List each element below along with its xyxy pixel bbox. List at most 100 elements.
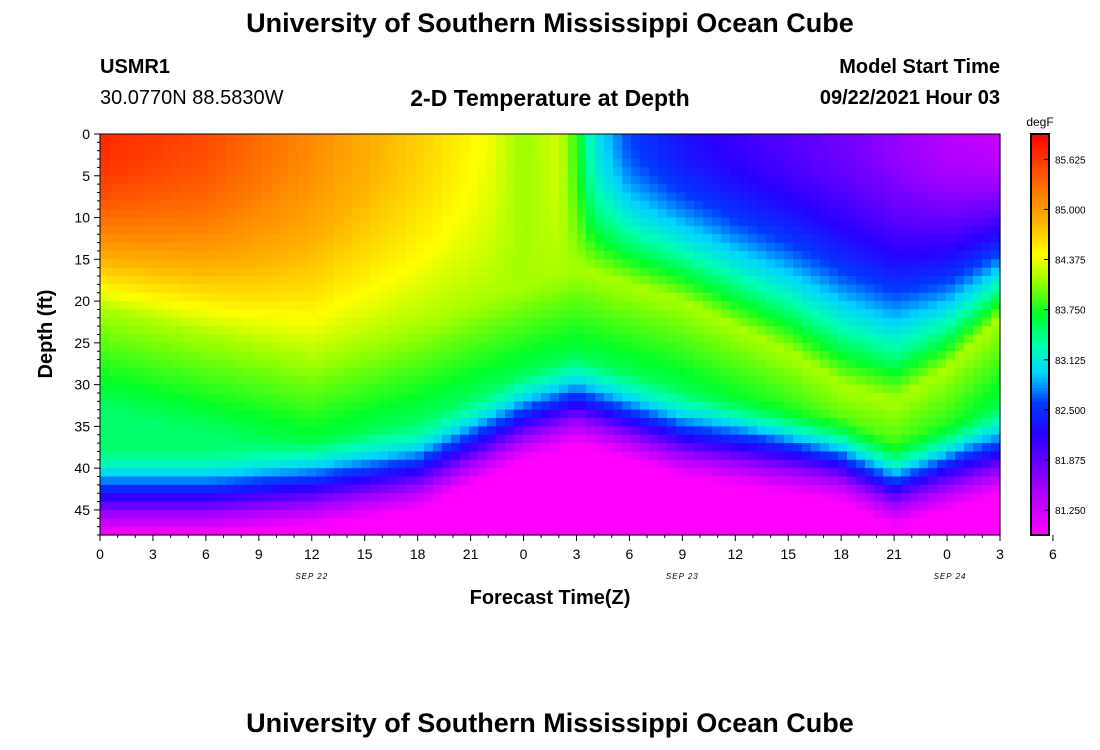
heatmap-cell [226,242,236,252]
heatmap-cell [424,418,434,427]
heatmap-cell [676,234,686,244]
x-tick-label: 9 [255,546,263,562]
heatmap-cell [280,225,290,235]
heatmap-cell [658,342,668,352]
heatmap-cell [856,134,866,143]
heatmap-cell [181,142,191,152]
heatmap-cell [415,526,425,536]
heatmap-cell [649,351,659,361]
heatmap-cell [469,376,479,386]
heatmap-cell [892,225,902,235]
heatmap-cell [928,376,938,386]
heatmap-cell [451,459,461,469]
heatmap-cell [244,301,254,311]
heatmap-cell [559,301,569,311]
heatmap-cell [487,493,497,503]
heatmap-cell [397,142,407,152]
heatmap-cell [190,276,200,285]
heatmap-cell [586,167,596,177]
heatmap-cell [388,409,398,419]
heatmap-cell [154,242,164,252]
heatmap-cell [766,342,776,352]
heatmap-cell [856,225,866,235]
heatmap-cell [334,384,344,394]
heatmap-cell [784,342,794,352]
heatmap-cell [262,184,272,194]
heatmap-cell [901,501,911,511]
heatmap-cell [469,367,479,377]
heatmap-cell [253,284,263,294]
heatmap-cell [415,459,425,469]
colorbar-segment [1031,134,1049,138]
colorbar-segment [1031,254,1049,259]
heatmap-cell [208,175,218,185]
heatmap-cell [604,367,614,377]
colorbar-segment [1031,277,1049,282]
heatmap-cell [784,192,794,202]
heatmap-cell [109,267,119,277]
heatmap-cell [127,501,137,511]
heatmap-cell [424,451,434,461]
heatmap-cell [946,175,956,185]
heatmap-cell [991,200,1001,210]
heatmap-cell [352,401,362,411]
heatmap-cell [352,367,362,377]
heatmap-cell [478,426,488,436]
heatmap-cell [874,292,884,302]
heatmap-cell [172,526,182,536]
heatmap-cell [586,443,596,453]
heatmap-cell [253,509,263,519]
heatmap-cell [226,267,236,277]
heatmap-cell [721,142,731,152]
heatmap-cell [550,250,560,260]
heatmap-cell [154,526,164,536]
heatmap-cell [541,367,551,377]
heatmap-cell [901,184,911,194]
heatmap-cell [568,518,578,528]
heatmap-cell [406,359,416,369]
heatmap-cell [874,484,884,494]
heatmap-cell [766,426,776,436]
heatmap-cell [352,443,362,453]
heatmap-cell [145,276,155,285]
heatmap-cell [586,225,596,235]
heatmap-cell [289,217,299,227]
heatmap-cell [181,443,191,453]
heatmap-cell [541,192,551,202]
heatmap-cell [307,426,317,436]
heatmap-cell [199,175,209,185]
heatmap-cell [451,175,461,185]
heatmap-cell [388,284,398,294]
heatmap-cell [622,292,632,302]
heatmap-cell [631,167,641,177]
heatmap-cell [667,192,677,202]
heatmap-cell [928,493,938,503]
heatmap-cell [253,209,263,219]
heatmap-cell [460,192,470,202]
heatmap-cell [676,317,686,327]
heatmap-cell [109,192,119,202]
heatmap-cell [280,409,290,419]
heatmap-cell [910,401,920,411]
heatmap-cell [793,367,803,377]
heatmap-cell [235,175,245,185]
heatmap-cell [118,209,128,219]
heatmap-cell [460,509,470,519]
heatmap-cell [946,418,956,427]
heatmap-cell [856,426,866,436]
heatmap-cell [928,526,938,536]
heatmap-cell [523,418,533,427]
heatmap-cell [577,351,587,361]
heatmap-cell [100,192,110,202]
heatmap-cell [793,167,803,177]
heatmap-cell [388,501,398,511]
heatmap-cell [415,184,425,194]
heatmap-cell [550,401,560,411]
heatmap-cell [721,493,731,503]
heatmap-cell [910,167,920,177]
heatmap-cell [100,359,110,369]
heatmap-cell [937,242,947,252]
heatmap-cell [892,142,902,152]
heatmap-cell [379,351,389,361]
heatmap-cell [577,418,587,427]
